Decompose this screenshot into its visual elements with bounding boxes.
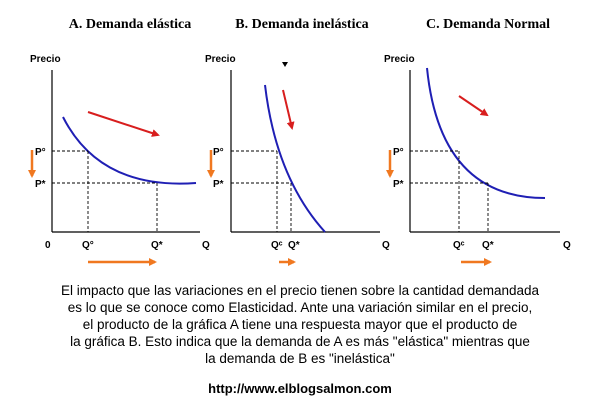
panel-a-origin-label: 0 <box>45 240 51 251</box>
panel-b-marker-icon <box>282 62 288 67</box>
panel-a: A. Demanda elástica Precio Q 0 P° P* Q° … <box>28 17 210 266</box>
panel-a-shift-arrow <box>87 111 160 137</box>
panel-b-quantity-label-0: Qᶜ <box>271 240 283 251</box>
panel-c-title: C. Demanda Normal <box>426 17 550 32</box>
panel-b-quantity-label-1: Q* <box>288 240 300 251</box>
caption-line-1: El impacto que las variaciones en el pre… <box>60 283 540 298</box>
panel-b-shift-arrow <box>282 89 295 130</box>
panel-a-y-axis-label: Precio <box>30 54 61 65</box>
panel-c-price-label-1: P* <box>393 179 404 190</box>
explanation-text: El impacto que las variaciones en el pre… <box>30 282 570 367</box>
panel-c-shift-arrow <box>458 95 489 117</box>
panel-b-y-axis-label: Precio <box>205 54 236 65</box>
caption-line-3: el producto de la gráfica A tiene una re… <box>82 317 518 332</box>
panel-b-x-axis-label: Q <box>382 240 390 251</box>
panel-b-price-label-0: P° <box>213 147 224 158</box>
panel-a-price-label-1: P* <box>35 179 46 190</box>
panel-a-demand-curve <box>62 116 197 185</box>
panel-a-x-axis-label: Q <box>202 240 210 251</box>
panel-c-x-axis-label: Q <box>563 240 571 251</box>
panel-c-y-axis-label: Precio <box>384 54 415 65</box>
caption-line-2: es lo que se conoce como Elasticidad. An… <box>67 300 533 315</box>
caption-line-4: la gráfica B. Esto indica que la demanda… <box>70 334 530 349</box>
panel-b: B. Demanda inelástica Precio Q P° P* Qᶜ … <box>205 17 390 266</box>
panel-c-price-label-0: P° <box>393 147 404 158</box>
source-url: http://www.elblogsalmon.com <box>208 381 392 396</box>
panel-c-quantity-label-0: Qᶜ <box>453 240 465 251</box>
caption-line-5: la demanda de B es "inelástica" <box>205 351 395 366</box>
panel-a-quantity-label-1: Q* <box>151 240 163 251</box>
panel-a-price-label-0: P° <box>35 147 46 158</box>
demand-elasticity-figure: A. Demanda elástica Precio Q 0 P° P* Q° … <box>28 17 571 266</box>
panel-c-quantity-label-1: Q* <box>482 240 494 251</box>
panel-b-price-label-1: P* <box>213 179 224 190</box>
panel-b-title: B. Demanda inelástica <box>235 17 368 32</box>
panel-c: C. Demanda Normal Precio Q P° P* Qᶜ Q* <box>384 17 571 266</box>
panel-a-title: A. Demanda elástica <box>69 17 192 32</box>
panel-b-demand-curve <box>264 84 326 233</box>
panel-c-demand-curve <box>426 67 546 199</box>
panel-a-quantity-label-0: Q° <box>82 240 94 251</box>
